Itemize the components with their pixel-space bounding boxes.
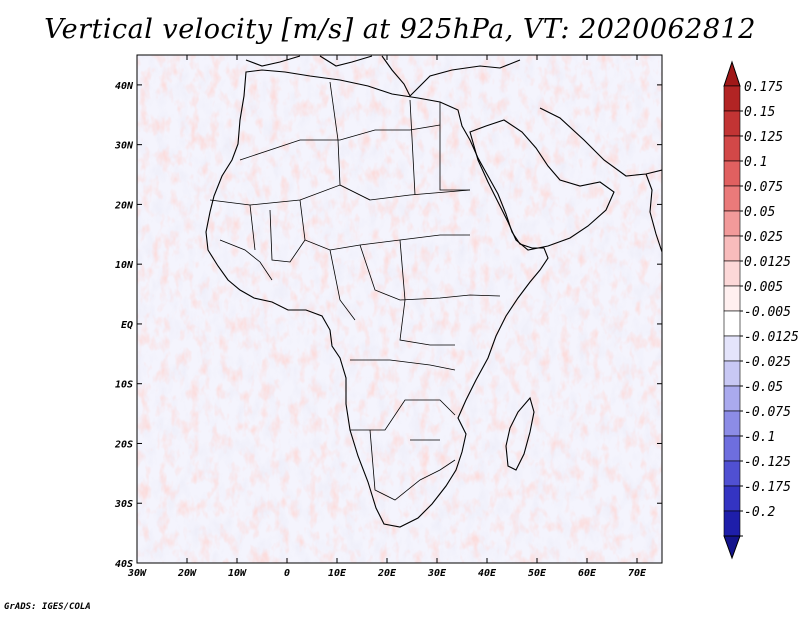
india-coastline — [645, 173, 662, 253]
colorbar-label: -0.025 — [744, 355, 791, 370]
colorbar-swatch — [723, 410, 741, 437]
colorbar-swatch — [723, 110, 741, 137]
colorbar: 0.175 0.15 0.125 0.1 0.075 0.05 0.025 0.0125 0.0… — [723, 60, 799, 560]
colorbar-label: 0.005 — [744, 280, 783, 295]
country-borders — [209, 81, 501, 501]
colorbar-label: 0.05 — [744, 205, 775, 220]
madagascar-coastline — [505, 396, 535, 471]
lat-tick-label: 20S — [114, 439, 133, 450]
lat-tick-label: 30S — [114, 499, 133, 510]
lat-tick-label: 20N — [114, 200, 134, 211]
colorbar-label: 0.15 — [744, 105, 775, 120]
lon-tick-label: 40E — [478, 568, 497, 579]
border-central — [329, 239, 501, 346]
colorbar-label: -0.05 — [744, 380, 783, 395]
colorbar-swatch — [723, 285, 741, 312]
colorbar-label: 0.025 — [744, 230, 783, 245]
colorbar-top-arrow — [723, 60, 741, 87]
lat-tick-label: 40S — [115, 559, 133, 570]
colorbar-swatch — [723, 185, 741, 212]
colorbar-swatch — [723, 135, 741, 162]
lat-tick-label: EQ — [121, 320, 133, 331]
lon-tick-label: 50E — [528, 568, 547, 579]
colorbar-label: 0.125 — [744, 130, 783, 145]
lon-tick-label: 10W — [228, 568, 247, 579]
colorbar-label: -0.1 — [744, 430, 775, 445]
lon-tick-label: 30E — [427, 568, 447, 579]
lat-tick-label: 10S — [115, 380, 133, 391]
border-west-africa — [219, 204, 306, 281]
map-panel — [136, 54, 663, 564]
colorbar-swatch — [723, 310, 741, 337]
lat-tick-label: 40N — [115, 81, 134, 92]
lon-tick-label: 30W — [127, 568, 147, 579]
lat-tick-label: 10N — [115, 260, 134, 271]
border-north-africa — [239, 81, 470, 201]
lon-tick-label: 0 — [284, 568, 290, 579]
lon-tick-label: 20E — [377, 568, 397, 579]
latitude-axis: 40N 30N 20N 10N EQ 10S 20S 30S 40S — [114, 81, 662, 570]
longitude-axis: 30W 20W 10W 0 10E 20E 30E 40E 50E 60E 70E — [127, 55, 647, 579]
colorbar-label: 0.175 — [744, 80, 783, 95]
colorbar-swatch — [723, 485, 741, 512]
colorbar-swatch — [723, 460, 741, 487]
lat-tick-label: 30N — [114, 141, 134, 152]
map-frame — [136, 54, 663, 564]
colorbar-label: 0.1 — [744, 155, 767, 170]
lon-tick-label: 60E — [578, 568, 597, 579]
colorbar-label: -0.005 — [744, 305, 791, 320]
colorbar-swatch — [723, 435, 741, 462]
colorbar-bottom-arrow — [723, 535, 741, 560]
colorbar-swatch — [723, 360, 741, 387]
colorbar-swatch — [723, 210, 741, 237]
border-southern — [350, 359, 456, 501]
europe-coastline — [245, 55, 521, 97]
colorbar-label: 0.075 — [744, 180, 783, 195]
vertical-velocity-field — [137, 55, 662, 563]
colorbar-swatch — [723, 510, 741, 537]
colorbar-swatch — [723, 335, 741, 362]
colorbar-swatch — [723, 85, 741, 112]
colorbar-swatch — [723, 235, 741, 262]
colorbar-label: -0.125 — [744, 455, 791, 470]
map-title: Vertical velocity [m/s] at 925hPa, VT: 2… — [44, 14, 756, 45]
coastlines — [205, 55, 662, 528]
colorbar-label: 0.0125 — [744, 255, 791, 270]
colorbar-label: -0.075 — [744, 405, 791, 420]
lon-tick-label: 70E — [628, 568, 647, 579]
colorbar-label: -0.175 — [744, 480, 791, 495]
grads-credit: GrADS: IGES/COLA — [4, 602, 91, 612]
arabia-coastline — [469, 119, 615, 251]
colorbar-swatch — [723, 260, 741, 287]
lon-tick-label: 20W — [177, 568, 197, 579]
colorbar-label: -0.0125 — [744, 330, 799, 345]
colorbar-swatch — [723, 385, 741, 412]
lon-tick-label: 10E — [328, 568, 347, 579]
colorbar-swatch — [723, 160, 741, 187]
colorbar-label: -0.2 — [744, 505, 775, 520]
africa-coastline — [205, 69, 549, 528]
